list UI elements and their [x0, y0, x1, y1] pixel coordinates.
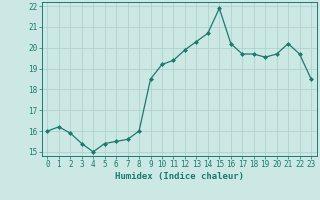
X-axis label: Humidex (Indice chaleur): Humidex (Indice chaleur): [115, 172, 244, 181]
